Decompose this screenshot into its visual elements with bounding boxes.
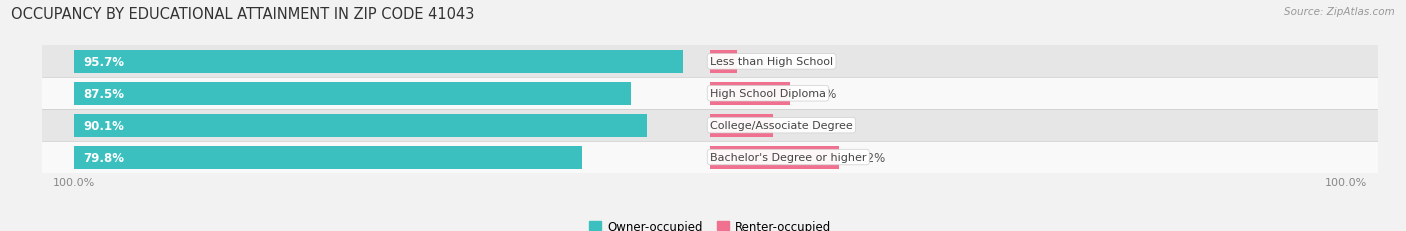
Bar — [75, 114, 647, 137]
Text: High School Diploma: High School Diploma — [710, 89, 827, 99]
Text: 87.5%: 87.5% — [83, 87, 125, 100]
Text: Bachelor's Degree or higher: Bachelor's Degree or higher — [710, 152, 866, 162]
Bar — [710, 146, 838, 169]
Bar — [42, 110, 1378, 141]
Text: 90.1%: 90.1% — [83, 119, 124, 132]
Bar — [42, 141, 1378, 173]
Text: 95.7%: 95.7% — [83, 56, 125, 69]
Legend: Owner-occupied, Renter-occupied: Owner-occupied, Renter-occupied — [585, 215, 835, 231]
Bar — [75, 51, 683, 73]
Text: Source: ZipAtlas.com: Source: ZipAtlas.com — [1284, 7, 1395, 17]
Text: 79.8%: 79.8% — [83, 151, 125, 164]
Bar — [710, 82, 790, 105]
Text: 20.2%: 20.2% — [848, 151, 886, 164]
Bar — [75, 146, 582, 169]
Text: College/Associate Degree: College/Associate Degree — [710, 121, 853, 131]
Text: Less than High School: Less than High School — [710, 57, 834, 67]
Text: 12.6%: 12.6% — [800, 87, 837, 100]
Text: 4.3%: 4.3% — [747, 56, 776, 69]
Bar — [42, 46, 1378, 78]
Bar — [710, 114, 773, 137]
Text: 9.9%: 9.9% — [783, 119, 813, 132]
Bar — [75, 82, 630, 105]
Text: OCCUPANCY BY EDUCATIONAL ATTAINMENT IN ZIP CODE 41043: OCCUPANCY BY EDUCATIONAL ATTAINMENT IN Z… — [11, 7, 475, 22]
Bar — [710, 51, 737, 73]
Bar — [42, 78, 1378, 110]
